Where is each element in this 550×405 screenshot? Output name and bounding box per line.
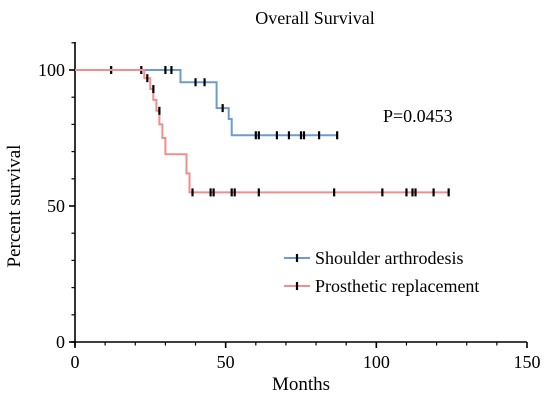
legend-item: Prosthetic replacement xyxy=(284,276,479,296)
p-value-annotation: P=0.0453 xyxy=(383,106,453,126)
survival-curve xyxy=(75,69,338,137)
axes xyxy=(71,42,527,346)
x-axis-label: Months xyxy=(272,374,330,395)
y-tick-label: 50 xyxy=(47,196,65,216)
x-tick-label: 100 xyxy=(363,352,390,372)
tick-labels: 0 50 100 150 0 50 100 xyxy=(38,60,541,372)
x-tick-label: 50 xyxy=(217,352,235,372)
legend-item: Shoulder arthrodesis xyxy=(284,248,463,268)
survival-curve xyxy=(75,69,449,194)
y-tick-label: 0 xyxy=(56,332,65,352)
y-axis-label: Percent survival xyxy=(4,145,25,268)
legend-label: Prosthetic replacement xyxy=(315,276,479,296)
x-tick-label: 0 xyxy=(71,352,80,372)
series-2 xyxy=(75,69,450,197)
ticks xyxy=(69,42,528,348)
legend: Shoulder arthrodesis Prosthetic replaceme… xyxy=(284,248,479,296)
legend-label: Shoulder arthrodesis xyxy=(315,248,463,268)
series-1 xyxy=(75,66,339,140)
series-layer xyxy=(75,66,450,197)
x-tick-label: 150 xyxy=(514,352,541,372)
chart-title: Overall Survival xyxy=(255,8,374,28)
y-tick-label: 100 xyxy=(38,60,65,80)
